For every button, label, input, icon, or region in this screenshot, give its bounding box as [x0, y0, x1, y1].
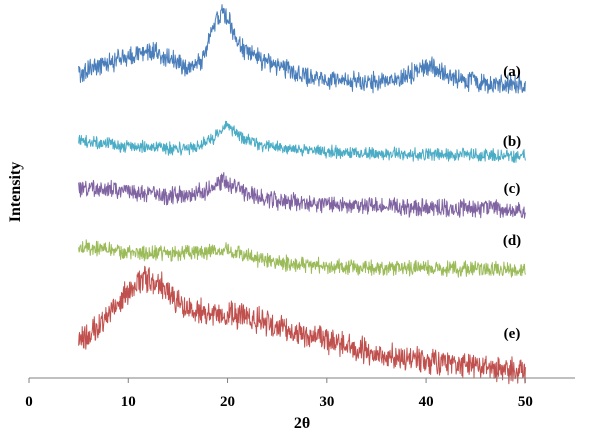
series-line-a: [78, 4, 526, 94]
series-label-d: (d): [503, 233, 521, 249]
series-line-e: [78, 265, 526, 385]
series-label-e: (e): [504, 326, 521, 342]
x-tick-label: 40: [419, 394, 434, 410]
series-label-a: (a): [503, 64, 521, 80]
x-axis-ticks: 0 10 20 30 40 50: [25, 378, 533, 410]
x-tick-label: 30: [319, 394, 334, 410]
x-tick-label: 50: [518, 394, 533, 410]
series-line-c: [78, 172, 526, 219]
series-line-d: [78, 239, 526, 278]
y-axis-title: Intensity: [7, 162, 24, 222]
series-label-c: (c): [504, 181, 521, 197]
series-labels: (a) (b) (c) (d) (e): [503, 64, 521, 342]
series-layer: [78, 4, 526, 385]
x-axis-title: 2θ: [294, 415, 310, 432]
x-tick-label: 20: [220, 394, 235, 410]
x-tick-label: 0: [25, 394, 33, 410]
series-label-b: (b): [503, 134, 521, 150]
x-tick-label: 10: [121, 394, 136, 410]
series-line-b: [78, 120, 526, 164]
